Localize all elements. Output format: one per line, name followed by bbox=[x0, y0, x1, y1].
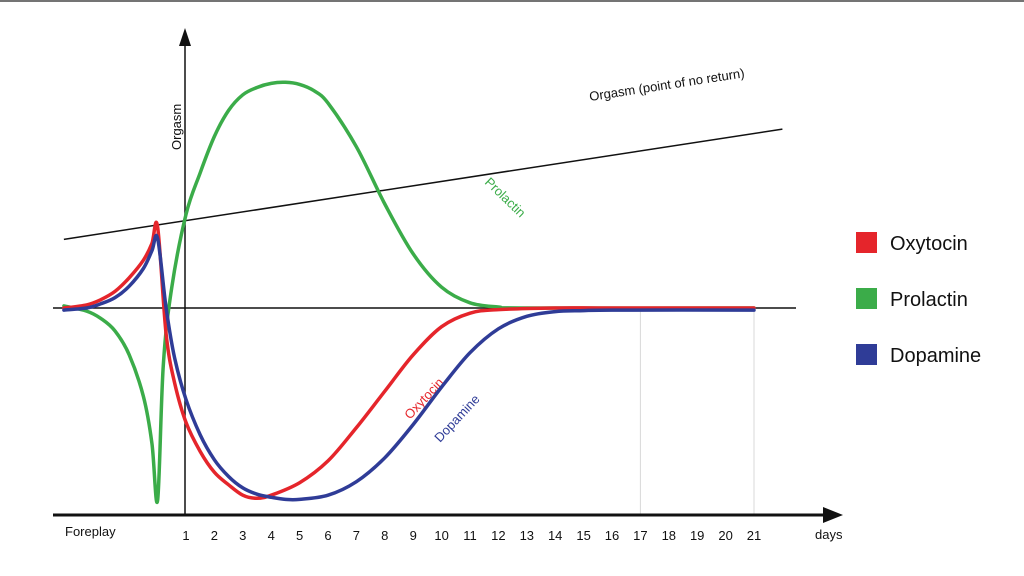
series-label-dopamine: Dopamine bbox=[431, 391, 482, 445]
y-axis-arrow-icon bbox=[179, 28, 191, 46]
x-tick-label-19: 19 bbox=[690, 528, 704, 543]
x-axis-arrow-icon bbox=[823, 507, 843, 523]
x-tick-label-21: 21 bbox=[747, 528, 761, 543]
x-tick-label-20: 20 bbox=[718, 528, 732, 543]
x-tick-label-12: 12 bbox=[491, 528, 505, 543]
legend-label-dopamine: Dopamine bbox=[890, 345, 981, 367]
x-tick-label-3: 3 bbox=[239, 528, 246, 543]
x-tick-label-1: 1 bbox=[182, 528, 189, 543]
x-tick-label-7: 7 bbox=[353, 528, 360, 543]
y-axis-label: Orgasm bbox=[169, 104, 184, 150]
x-tick-label-14: 14 bbox=[548, 528, 562, 543]
series-label-prolactin: Prolactin bbox=[482, 174, 529, 220]
x-tick-label-13: 13 bbox=[520, 528, 534, 543]
x-tick-label-17: 17 bbox=[633, 528, 647, 543]
legend-label-prolactin: Prolactin bbox=[890, 289, 968, 311]
x-tick-label-2: 2 bbox=[211, 528, 218, 543]
legend-swatch-oxytocin bbox=[856, 232, 877, 253]
x-tick-label-4: 4 bbox=[268, 528, 275, 543]
legend-swatch-prolactin bbox=[856, 288, 877, 309]
series-line-oxytocin bbox=[62, 220, 756, 501]
x-tick-label-5: 5 bbox=[296, 528, 303, 543]
series-label-oxytocin: Oxytocin bbox=[401, 375, 446, 422]
x-tick-label-11: 11 bbox=[463, 528, 477, 543]
x-tick-label-18: 18 bbox=[662, 528, 676, 543]
legend-swatch-dopamine bbox=[856, 344, 877, 365]
legend-label-oxytocin: Oxytocin bbox=[890, 233, 968, 255]
x-tick-label-15: 15 bbox=[576, 528, 590, 543]
threshold-label: Orgasm (point of no return) bbox=[588, 65, 745, 104]
x-tick-label-6: 6 bbox=[324, 528, 331, 543]
x-tick-label-10: 10 bbox=[434, 528, 448, 543]
x-tick-label-16: 16 bbox=[605, 528, 619, 543]
series-line-dopamine bbox=[62, 233, 756, 502]
x-tick-label-8: 8 bbox=[381, 528, 388, 543]
x-axis-unit-label: days bbox=[815, 527, 843, 542]
series-line-prolactin bbox=[62, 80, 756, 505]
x-axis-start-label: Foreplay bbox=[65, 524, 116, 539]
x-tick-label-9: 9 bbox=[410, 528, 417, 543]
